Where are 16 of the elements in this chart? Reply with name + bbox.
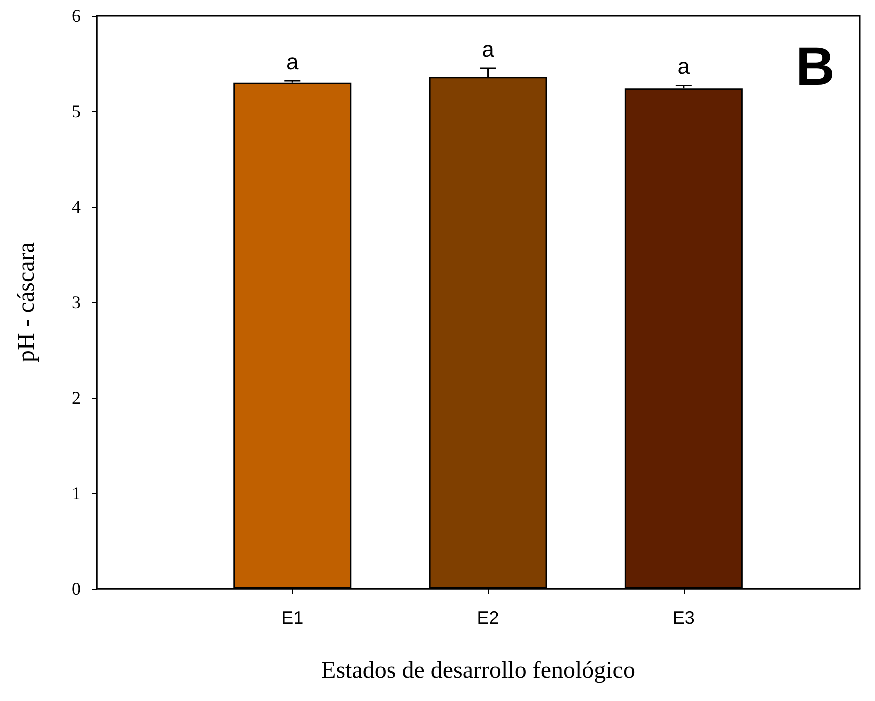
x-tick-label: E3 <box>672 608 695 628</box>
y-tick-label: 3 <box>72 292 81 312</box>
annotation: a <box>286 49 300 74</box>
y-tick-label: 1 <box>72 484 81 504</box>
y-tick-label: 2 <box>72 388 81 408</box>
annotation: a <box>678 54 691 80</box>
annotation: a <box>482 37 496 62</box>
y-axis-title: pH - cáscara <box>14 242 40 362</box>
x-axis-title: Estados de desarrollo fenológico <box>322 658 636 684</box>
x-tick-label: E1 <box>282 608 304 628</box>
x-tick-label: E2 <box>477 608 500 628</box>
y-tick-label: 0 <box>72 579 81 599</box>
annotation: B <box>796 37 836 97</box>
y-tick-label: 5 <box>72 102 81 122</box>
y-tick-label: 4 <box>72 197 81 217</box>
y-tick-label: 6 <box>72 6 81 26</box>
